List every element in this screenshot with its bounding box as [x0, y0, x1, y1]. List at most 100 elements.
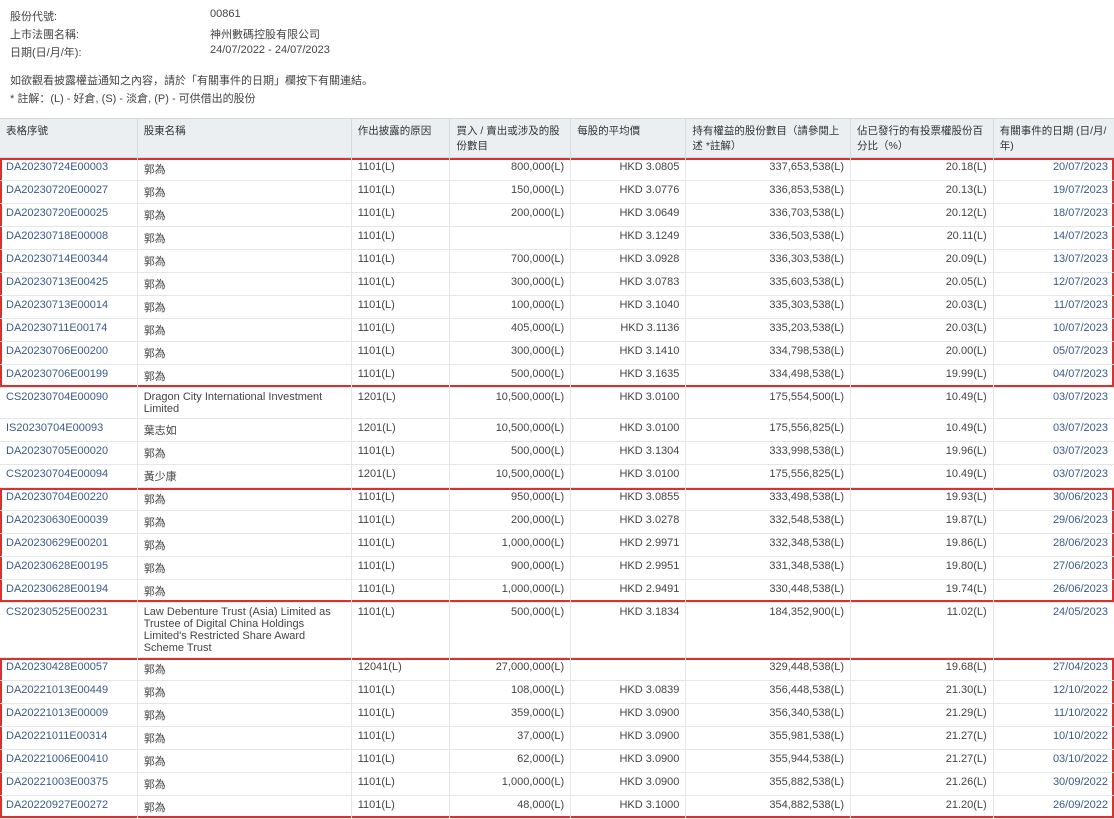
event-date-link[interactable]: 27/06/2023 [993, 557, 1114, 580]
holding-pct: 20.00(L) [851, 342, 994, 365]
event-date-link[interactable]: 26/09/2022 [993, 796, 1114, 819]
shares-count: 500,000(L) [450, 365, 571, 388]
form-id-link[interactable]: DA20221013E00449 [0, 681, 137, 704]
event-date-link[interactable]: 03/10/2022 [993, 750, 1114, 773]
shares-count: 62,000(L) [450, 750, 571, 773]
header-info: 股份代號: 00861 上市法團名稱: 神州數碼控股有限公司 日期(日/月/年)… [0, 0, 1114, 66]
form-id-link[interactable]: DA20230628E00194 [0, 580, 137, 603]
reason-code: 1101(L) [351, 704, 450, 727]
form-id-link[interactable]: CS20230704E00094 [0, 465, 137, 488]
shares-count [450, 227, 571, 250]
form-id-link[interactable]: DA20230704E00220 [0, 488, 137, 511]
shareholder-name: Dragon City International Investment Lim… [137, 388, 351, 419]
event-date-link[interactable]: 12/07/2023 [993, 273, 1114, 296]
form-id-link[interactable]: DA20230628E00195 [0, 557, 137, 580]
event-date-link[interactable]: 28/06/2023 [993, 534, 1114, 557]
col-header-reason[interactable]: 作出披露的原因 [351, 119, 450, 158]
form-id-link[interactable]: DA20221006E00410 [0, 750, 137, 773]
event-date-link[interactable]: 11/07/2023 [993, 296, 1114, 319]
holding-pct: 20.18(L) [851, 158, 994, 181]
event-date-link[interactable]: 30/09/2022 [993, 773, 1114, 796]
col-header-holding[interactable]: 持有權益的股份數目（請參閱上述 *註解） [686, 119, 851, 158]
form-id-link[interactable]: DA20230714E00344 [0, 250, 137, 273]
avg-price: HKD 3.0649 [571, 204, 686, 227]
avg-price: HKD 3.0100 [571, 465, 686, 488]
form-id-link[interactable]: DA20230706E00199 [0, 365, 137, 388]
shareholder-name: 郭為 [137, 534, 351, 557]
avg-price: HKD 3.0900 [571, 704, 686, 727]
event-date-link[interactable]: 12/10/2022 [993, 681, 1114, 704]
col-header-price[interactable]: 每股的平均價 [571, 119, 686, 158]
reason-code: 12041(L) [351, 658, 450, 681]
reason-code: 1101(L) [351, 158, 450, 181]
holding-count: 356,448,538(L) [686, 681, 851, 704]
event-date-link[interactable]: 03/07/2023 [993, 465, 1114, 488]
table-row: DA20230718E00008郭為1101(L)HKD 3.1249336,5… [0, 227, 1114, 250]
form-id-link[interactable]: DA20221003E00375 [0, 773, 137, 796]
holding-count: 335,603,538(L) [686, 273, 851, 296]
event-date-link[interactable]: 30/06/2023 [993, 488, 1114, 511]
form-id-link[interactable]: DA20230718E00008 [0, 227, 137, 250]
holding-count: 333,498,538(L) [686, 488, 851, 511]
shareholder-name: 郭為 [137, 296, 351, 319]
event-date-link[interactable]: 27/04/2023 [993, 658, 1114, 681]
form-id-link[interactable]: DA20230724E00003 [0, 158, 137, 181]
event-date-link[interactable]: 13/07/2023 [993, 250, 1114, 273]
holding-count: 356,340,538(L) [686, 704, 851, 727]
form-id-link[interactable]: CS20230704E00090 [0, 388, 137, 419]
table-row: DA20230724E00003郭為1101(L)800,000(L)HKD 3… [0, 158, 1114, 181]
form-id-link[interactable]: DA20230706E00200 [0, 342, 137, 365]
form-id-link[interactable]: DA20230713E00425 [0, 273, 137, 296]
col-header-date[interactable]: 有關事件的日期 (日/月/年) [993, 119, 1114, 158]
avg-price: HKD 3.0805 [571, 158, 686, 181]
event-date-link[interactable]: 20/07/2023 [993, 158, 1114, 181]
shares-count: 300,000(L) [450, 273, 571, 296]
col-header-shares[interactable]: 買入 / 賣出或涉及的股份數目 [450, 119, 571, 158]
event-date-link[interactable]: 11/10/2022 [993, 704, 1114, 727]
col-header-pct[interactable]: 佔已發行的有投票權股份百分比（%） [851, 119, 994, 158]
form-id-link[interactable]: DA20221011E00314 [0, 727, 137, 750]
reason-code: 1101(L) [351, 796, 450, 819]
event-date-link[interactable]: 03/07/2023 [993, 419, 1114, 442]
event-date-link[interactable]: 03/07/2023 [993, 442, 1114, 465]
form-id-link[interactable]: DA20230428E00057 [0, 658, 137, 681]
reason-code: 1101(L) [351, 557, 450, 580]
event-date-link[interactable]: 10/10/2022 [993, 727, 1114, 750]
event-date-link[interactable]: 05/07/2023 [993, 342, 1114, 365]
form-id-link[interactable]: DA20230630E00039 [0, 511, 137, 534]
event-date-link[interactable]: 18/07/2023 [993, 204, 1114, 227]
holding-pct: 20.12(L) [851, 204, 994, 227]
event-date-link[interactable]: 24/05/2023 [993, 603, 1114, 658]
table-row: DA20230630E00039郭為1101(L)200,000(L)HKD 3… [0, 511, 1114, 534]
event-date-link[interactable]: 04/07/2023 [993, 365, 1114, 388]
col-header-id[interactable]: 表格序號 [0, 119, 137, 158]
form-id-link[interactable]: DA20230711E00174 [0, 319, 137, 342]
event-date-link[interactable]: 29/06/2023 [993, 511, 1114, 534]
shareholder-name: 郭為 [137, 557, 351, 580]
shareholder-name: 郭為 [137, 181, 351, 204]
shares-count: 1,000,000(L) [450, 580, 571, 603]
form-id-link[interactable]: DA20220927E00272 [0, 796, 137, 819]
event-date-link[interactable]: 03/07/2023 [993, 388, 1114, 419]
col-header-name[interactable]: 股東名稱 [137, 119, 351, 158]
event-date-link[interactable]: 19/07/2023 [993, 181, 1114, 204]
table-row: DA20221006E00410郭為1101(L)62,000(L)HKD 3.… [0, 750, 1114, 773]
event-date-link[interactable]: 26/06/2023 [993, 580, 1114, 603]
form-id-link[interactable]: DA20230713E00014 [0, 296, 137, 319]
form-id-link[interactable]: CS20230525E00231 [0, 603, 137, 658]
event-date-link[interactable]: 14/07/2023 [993, 227, 1114, 250]
form-id-link[interactable]: DA20230629E00201 [0, 534, 137, 557]
shares-count: 200,000(L) [450, 511, 571, 534]
form-id-link[interactable]: IS20230704E00093 [0, 419, 137, 442]
date-range-value: 24/07/2022 - 24/07/2023 [210, 44, 330, 60]
form-id-link[interactable]: DA20230705E00020 [0, 442, 137, 465]
event-date-link[interactable]: 10/07/2023 [993, 319, 1114, 342]
form-id-link[interactable]: DA20230720E00027 [0, 181, 137, 204]
shares-count: 27,000,000(L) [450, 658, 571, 681]
table-row: DA20230704E00220郭為1101(L)950,000(L)HKD 3… [0, 488, 1114, 511]
table-row: DA20220927E00272郭為1101(L)48,000(L)HKD 3.… [0, 796, 1114, 819]
shareholder-name: 葉志如 [137, 419, 351, 442]
form-id-link[interactable]: DA20230720E00025 [0, 204, 137, 227]
shareholder-name: 郭為 [137, 250, 351, 273]
form-id-link[interactable]: DA20221013E00009 [0, 704, 137, 727]
